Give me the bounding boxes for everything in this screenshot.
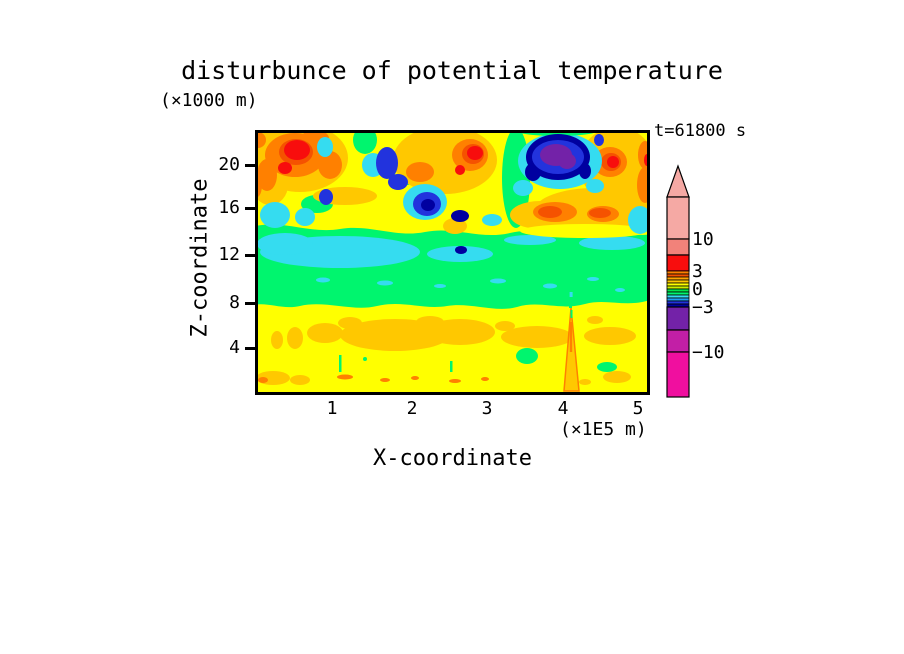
z-tick-mark: [245, 302, 255, 305]
colorbar-label-0: 0: [692, 279, 703, 300]
colorbar-label-3: 3: [692, 261, 703, 282]
yellow-strip: [520, 224, 650, 238]
z-axis-units: (×1000 m): [160, 90, 258, 111]
x-axis-label: X-coordinate: [373, 446, 532, 471]
colorbar: [666, 164, 690, 398]
bottom-gold-band: [256, 316, 636, 385]
contour-field: [255, 130, 650, 395]
plot-title: disturbunce of potential temperature: [181, 56, 723, 85]
colorbar-label-neg3: −3: [692, 297, 714, 318]
plume: [563, 292, 580, 392]
x-tick-4: 4: [557, 398, 569, 419]
top-right-minimum: [525, 134, 591, 181]
z-tick-20: 20: [218, 154, 240, 175]
colorbar-label-10: 10: [692, 229, 714, 250]
top-zone-blue: [319, 134, 604, 216]
time-stamp: t=61800 s: [654, 121, 747, 141]
x-tick-5: 5: [632, 398, 644, 419]
z-tick-mark: [245, 164, 255, 167]
z-tick-mark: [245, 207, 255, 210]
top-zone-navy: [421, 199, 469, 222]
x-tick-1: 1: [326, 398, 338, 419]
z-tick-8: 8: [229, 292, 240, 313]
top-zone-red: [278, 140, 650, 175]
x-tick-3: 3: [481, 398, 493, 419]
x-axis-units: (×1E5 m): [560, 419, 647, 440]
z-tick-12: 12: [218, 244, 240, 265]
navy-speck: [455, 246, 467, 254]
colorbar-arrow: [666, 164, 690, 198]
bottom-orange-specks: [258, 374, 489, 383]
z-tick-mark: [245, 254, 255, 257]
plot-frame: [255, 130, 650, 395]
cyan-band: [257, 233, 645, 292]
z-tick-16: 16: [218, 197, 240, 218]
colorbar-label-neg10: −10: [692, 342, 725, 363]
z-tick-4: 4: [229, 337, 240, 358]
bottom-green-spots: [339, 348, 617, 372]
z-tick-mark: [245, 347, 255, 350]
x-tick-2: 2: [406, 398, 418, 419]
